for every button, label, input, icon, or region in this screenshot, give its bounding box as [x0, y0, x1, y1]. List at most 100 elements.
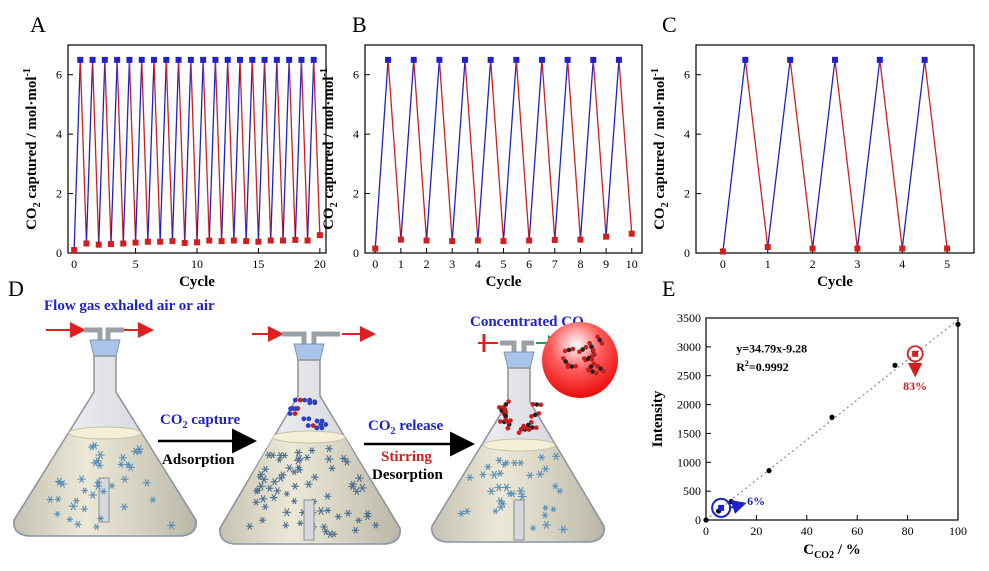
x-tick-label: 2 [424, 257, 430, 271]
x-axis-title: Cycle [486, 274, 522, 290]
desorption-segment [153, 59, 161, 242]
co2-molecule [565, 363, 579, 370]
adsorption-segment [245, 59, 253, 242]
highlight-6pct-arrow [729, 500, 747, 514]
y-tick-label: 1500 [677, 426, 701, 440]
desorption-segment [541, 59, 556, 240]
y-tick-label: 2 [56, 187, 62, 201]
adsorbed-point [832, 56, 838, 63]
adsorption-segment [579, 59, 594, 240]
sorbent-flake [457, 510, 465, 517]
data-point [766, 468, 772, 474]
y-tick-label: 1000 [677, 455, 701, 469]
adsorption-segment [85, 59, 94, 244]
stirrer-1 [98, 477, 110, 523]
sorbent-flake [517, 492, 527, 501]
sorbent-flake [90, 441, 99, 450]
sorbent-flake [517, 459, 524, 467]
x-tick-label: 40 [801, 524, 813, 538]
adsorbed-point [224, 56, 231, 63]
liquid-surface-1 [68, 426, 142, 440]
sorbent-flake [281, 452, 288, 459]
flow-gas-label: Flow gas exhaled air or air [44, 298, 215, 314]
x-tick-label: 10 [626, 257, 638, 271]
sorbent-flake [273, 487, 282, 495]
y-tick-label: 2 [684, 187, 690, 201]
desorbed-point [218, 238, 225, 245]
adsorption-segment [184, 59, 192, 243]
desorbed-point [280, 237, 286, 244]
desorbed-point [144, 238, 151, 245]
sorbent-flake [74, 520, 82, 528]
desorbed-point [719, 248, 726, 255]
sorbent-flake [489, 470, 499, 480]
x-tick-label: 4 [899, 257, 905, 271]
concentrated-co2-bubble [542, 322, 618, 398]
x-tick-label: 0 [703, 524, 709, 538]
sorbent-flake [542, 504, 549, 511]
sorbent-flake [256, 482, 266, 491]
desorbed-point [551, 236, 558, 243]
gas-molecule [287, 411, 298, 416]
sorbent-flake [363, 512, 372, 521]
sorbent-flake [120, 475, 129, 483]
adsorption-segment [282, 59, 290, 241]
co2-molecule [586, 368, 599, 376]
desorption-segment [879, 59, 903, 249]
sorbent-flake [294, 449, 303, 456]
desorption-segment [387, 59, 402, 240]
desorption-segment [214, 59, 223, 242]
x-tick-label: 1 [765, 257, 771, 271]
x-axis-title: Cycle [179, 274, 215, 290]
x-tick-label: 20 [314, 257, 326, 271]
gas-molecule [314, 418, 325, 424]
desorbed-point [120, 240, 127, 247]
panel-letter-b: B [352, 12, 367, 37]
panel-letter-d: D [8, 276, 24, 301]
sorbent-flake [91, 459, 100, 467]
adsorption-segment [220, 59, 229, 242]
panel-letter-c: C [662, 12, 677, 37]
sorbent-flake [537, 453, 546, 461]
desorbed-point [628, 230, 635, 237]
sorbent-flake [355, 517, 362, 524]
adsorbed-point [151, 56, 157, 63]
desorbed-point [157, 238, 164, 245]
adsorbed-point [163, 56, 170, 63]
desorbed-point [194, 239, 200, 246]
adsorption-segment [122, 59, 131, 244]
adsorbed-point [564, 56, 571, 63]
desorbed-point [603, 233, 610, 240]
x-tick-label: 0 [720, 257, 726, 271]
adsorption-segment [147, 59, 155, 242]
sorbent-flake [358, 483, 367, 492]
desorption-segment [276, 59, 284, 241]
stirring-label: Stirring [381, 449, 432, 465]
fit-line [705, 319, 959, 521]
desorbed-point [243, 238, 250, 245]
sorbent-flake [536, 470, 545, 478]
sorbent-flake [108, 482, 116, 489]
sorbent-flake [344, 509, 352, 517]
sorbent-flake [526, 471, 534, 479]
sorbent-flake [58, 479, 67, 488]
y-axis-title: CO2 captured / mol·mol-1 [650, 68, 671, 230]
sorbent-particles-1 [46, 441, 176, 530]
sorbent-flake [303, 454, 311, 461]
desorption-segment [438, 59, 453, 242]
sorbent-flake [316, 506, 326, 516]
sorbent-flake [46, 496, 55, 504]
desorbed-point [500, 238, 507, 245]
desorbed-point [292, 236, 299, 243]
sorbent-flake [324, 507, 332, 514]
adsorbed-point [89, 56, 96, 63]
panel-letter-a: A [30, 12, 46, 37]
x-axis-title: Cycle [817, 274, 853, 290]
sorbent-flake [293, 456, 303, 465]
desorbed-point [255, 238, 262, 245]
desorbed-point [304, 237, 311, 244]
adsorbed-point [101, 56, 108, 63]
data-point [892, 362, 898, 368]
desorbed-point [577, 236, 584, 243]
stopper-1 [89, 339, 121, 357]
